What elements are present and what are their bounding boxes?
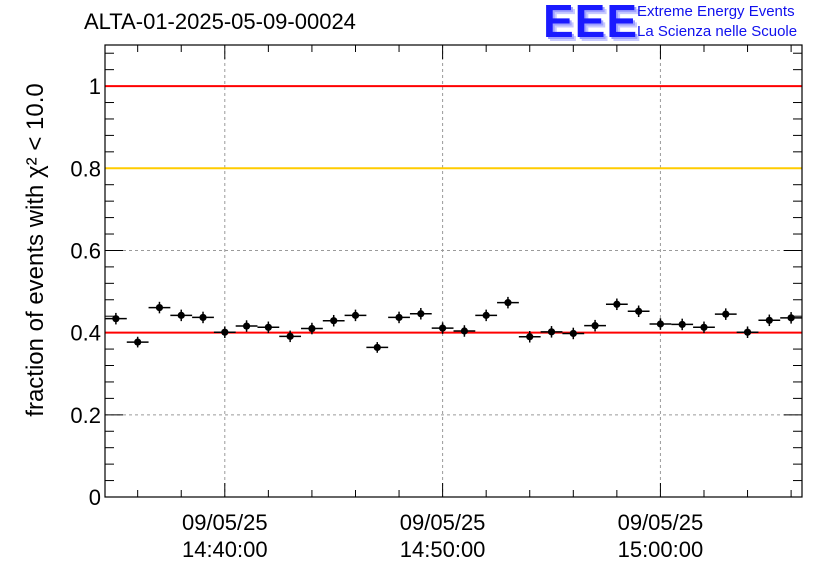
data-point bbox=[591, 322, 599, 330]
data-point bbox=[526, 333, 534, 341]
y-tick-label: 0.6 bbox=[70, 238, 101, 263]
data-point bbox=[743, 328, 752, 336]
data-point bbox=[134, 338, 142, 346]
logo-line-2: La Scienza nelle Scuole bbox=[637, 23, 798, 40]
data-point bbox=[656, 320, 665, 328]
data-point bbox=[264, 323, 272, 331]
data-point bbox=[177, 311, 185, 319]
data-point bbox=[547, 328, 556, 336]
logo-line-1: Extreme Energy Events bbox=[637, 3, 795, 20]
data-point bbox=[221, 328, 229, 336]
x-tick-time-label: 14:40:00 bbox=[182, 537, 268, 562]
data-point bbox=[395, 313, 403, 322]
chart-title: ALTA-01-2025-05-09-00024 bbox=[84, 9, 356, 34]
y-tick-label: 1 bbox=[89, 74, 101, 99]
data-point bbox=[787, 314, 795, 322]
data-point bbox=[155, 303, 164, 312]
data-point bbox=[199, 313, 207, 322]
y-tick-label: 0.8 bbox=[70, 156, 101, 181]
data-point bbox=[351, 311, 360, 319]
data-point bbox=[460, 327, 468, 335]
data-point bbox=[112, 315, 120, 323]
data-point bbox=[242, 322, 251, 330]
x-tick-date-label: 09/05/25 bbox=[182, 510, 268, 535]
data-point bbox=[417, 310, 425, 318]
y-tick-label: 0.4 bbox=[70, 321, 101, 346]
data-point bbox=[613, 300, 621, 308]
x-tick-date-label: 09/05/25 bbox=[400, 510, 486, 535]
data-point bbox=[700, 323, 708, 331]
y-tick-label: 0.2 bbox=[70, 403, 101, 428]
data-point bbox=[722, 310, 730, 318]
data-point bbox=[765, 316, 773, 324]
data-point bbox=[308, 324, 316, 333]
data-point bbox=[569, 329, 577, 338]
data-point bbox=[482, 311, 490, 319]
plot-frame bbox=[104, 44, 803, 498]
data-point bbox=[439, 324, 447, 332]
data-point bbox=[635, 307, 643, 315]
data-point bbox=[373, 343, 381, 352]
x-tick-time-label: 15:00:00 bbox=[618, 537, 704, 562]
x-tick-time-label: 14:50:00 bbox=[400, 537, 486, 562]
data-point bbox=[504, 299, 512, 307]
eee-logo: EEE Extreme Energy Events La Scienza nel… bbox=[543, 0, 833, 48]
data-point bbox=[286, 332, 294, 340]
data-point bbox=[678, 320, 686, 329]
data-point bbox=[330, 317, 338, 325]
y-tick-label: 0 bbox=[89, 485, 101, 510]
eee-logo-mark: EEE bbox=[543, 0, 639, 47]
x-tick-date-label: 09/05/25 bbox=[618, 510, 704, 535]
